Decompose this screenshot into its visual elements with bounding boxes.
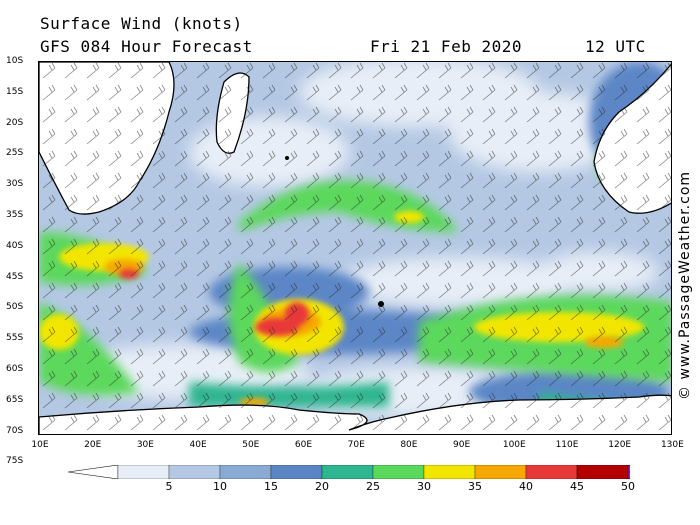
- lat-label: 55S: [6, 333, 24, 344]
- lon-label: 100E: [502, 440, 526, 450]
- lon-label: 40E: [189, 440, 207, 450]
- lat-label: 65S: [6, 394, 24, 405]
- lat-label: 30S: [6, 179, 24, 190]
- legend-swatch: [168, 465, 221, 479]
- credit-text: © www.PassageWeather.com: [677, 170, 693, 400]
- lat-label: 75S: [6, 456, 24, 467]
- lon-label: 20E: [84, 440, 102, 450]
- map-title: Surface Wind (knots): [40, 14, 243, 33]
- lat-label: 60S: [6, 364, 24, 374]
- legend-value: 45: [570, 480, 584, 493]
- lat-label: 35S: [6, 210, 24, 220]
- legend-min-arrow: [68, 465, 119, 479]
- lat-label: 50S: [6, 302, 24, 313]
- lon-label: 30E: [136, 440, 154, 450]
- forecast-time: 12 UTC: [585, 37, 646, 56]
- lat-label: 40S: [6, 240, 24, 251]
- legend-value: 40: [519, 480, 533, 493]
- legend-swatch: [117, 465, 170, 479]
- lon-label: 50E: [242, 440, 260, 450]
- legend-value: 5: [165, 480, 173, 493]
- lon-label: 130E: [660, 440, 684, 450]
- color-legend: [68, 465, 630, 479]
- legend-swatch: [474, 465, 527, 479]
- legend-swatch: [576, 465, 629, 479]
- lat-label: 25S: [6, 148, 24, 159]
- legend-swatch: [525, 465, 578, 479]
- legend-swatch: [423, 465, 476, 479]
- legend-value: 20: [315, 480, 329, 493]
- legend-swatch: [321, 465, 374, 479]
- legend-swatch: [372, 465, 425, 479]
- forecast-date: Fri 21 Feb 2020: [370, 37, 522, 56]
- lat-label: 15S: [6, 86, 24, 97]
- legend-value: 50: [621, 480, 635, 493]
- lon-label: 60E: [294, 440, 313, 450]
- legend-swatch: [270, 465, 323, 479]
- lon-label: 110E: [555, 440, 579, 450]
- legend-value: 35: [468, 480, 482, 493]
- legend-value: 15: [264, 480, 278, 493]
- forecast-label: GFS 084 Hour Forecast: [40, 37, 253, 56]
- legend-value: 30: [417, 480, 431, 493]
- legend-value: 25: [366, 480, 380, 493]
- lat-label: 20S: [6, 117, 24, 128]
- lon-label: 10E: [31, 440, 49, 450]
- lat-label: 45S: [6, 271, 24, 282]
- lat-label: 70S: [6, 425, 24, 436]
- wind-map-canvas: [39, 62, 671, 434]
- lat-label: 10S: [6, 56, 24, 66]
- legend-swatch: [219, 465, 272, 479]
- lon-label: 90E: [453, 440, 471, 450]
- legend-max-arrow: [627, 465, 630, 479]
- lon-label: 70E: [347, 440, 365, 450]
- wind-map: [38, 61, 672, 435]
- lon-label: 120E: [608, 440, 632, 450]
- lon-label: 80E: [400, 440, 418, 450]
- wind-barbs: [39, 62, 671, 434]
- legend-value: 10: [213, 480, 227, 493]
